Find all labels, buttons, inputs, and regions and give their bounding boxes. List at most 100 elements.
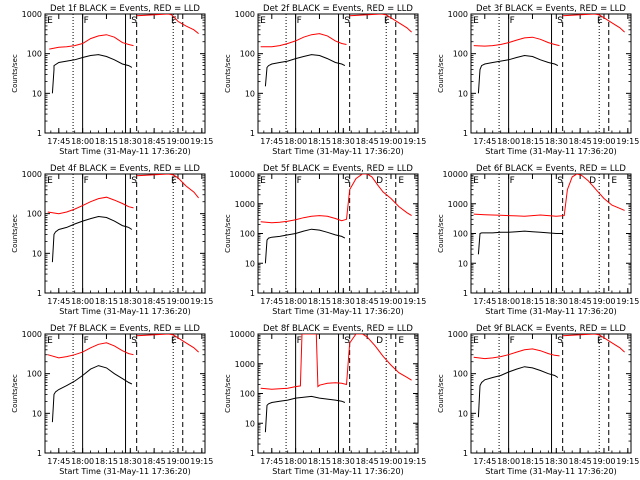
x-tick-label: 18:15 bbox=[308, 137, 331, 146]
x-tick-label: 18:30 bbox=[119, 457, 142, 466]
lld-series-line bbox=[260, 334, 412, 390]
lld-series-line bbox=[47, 174, 199, 215]
detector-panel-6: Det 6f BLACK = Events, RED = LLD 1 10 100 10… bbox=[437, 164, 639, 316]
panel-title: Det 3f BLACK = Events, RED = LLD bbox=[476, 4, 626, 14]
events-series-line bbox=[264, 395, 346, 433]
detector-panel-5: Det 5f BLACK = Events, RED = LLD 1 10 100 10… bbox=[224, 164, 426, 316]
panel-title: Det 1f BLACK = Events, RED = LLD bbox=[50, 4, 200, 14]
y-tick-label: 10 bbox=[245, 89, 255, 98]
y-tick-label: 10 bbox=[245, 259, 255, 268]
y-tick-label: 10 bbox=[32, 409, 42, 418]
panel-title: Det 2f BLACK = Events, RED = LLD bbox=[263, 4, 413, 14]
x-tick-label: 18:00 bbox=[284, 457, 307, 466]
x-axis-label: Start Time (31-May-11 17:36:20) bbox=[272, 147, 403, 156]
x-axis-label: Start Time (31-May-11 17:36:20) bbox=[272, 307, 403, 316]
x-tick-label: 18:15 bbox=[95, 297, 118, 306]
x-tick-label: 17:45 bbox=[473, 297, 496, 306]
event-flag: E bbox=[260, 16, 266, 26]
lld-series-line bbox=[473, 14, 625, 47]
event-flag: S bbox=[131, 16, 137, 26]
lld-series-line bbox=[473, 334, 625, 360]
event-flag: D bbox=[376, 176, 383, 186]
lld-series-line bbox=[473, 174, 625, 217]
x-tick-label: 19:00 bbox=[592, 137, 615, 146]
lld-series-line bbox=[260, 174, 412, 224]
y-tick-label: 100 bbox=[240, 230, 255, 239]
y-tick-label: 10000 bbox=[230, 330, 255, 339]
x-tick-label: 18:00 bbox=[284, 297, 307, 306]
panel-title: Det 4f BLACK = Events, RED = LLD bbox=[50, 164, 200, 174]
x-tick-label: 18:45 bbox=[569, 297, 592, 306]
event-flag: E bbox=[597, 16, 603, 26]
y-tick-label: 1 bbox=[37, 449, 42, 458]
y-tick-label: 100 bbox=[240, 390, 255, 399]
y-tick-label: 100 bbox=[453, 230, 468, 239]
x-tick-label: 17:45 bbox=[473, 137, 496, 146]
y-tick-label: 10 bbox=[32, 89, 42, 98]
x-tick-label: 17:45 bbox=[47, 137, 70, 146]
y-tick-label: 100 bbox=[27, 50, 42, 59]
x-tick-label: 18:00 bbox=[71, 297, 94, 306]
x-axis-label: Start Time (31-May-11 17:36:20) bbox=[485, 467, 616, 476]
y-tick-label: 1000 bbox=[448, 330, 468, 339]
x-axis-label: Start Time (31-May-11 17:36:20) bbox=[272, 467, 403, 476]
events-series-line bbox=[51, 215, 133, 263]
event-flag: S bbox=[557, 16, 563, 26]
y-tick-label: 1000 bbox=[22, 170, 42, 179]
x-tick-label: 19:15 bbox=[190, 297, 213, 306]
y-tick-label: 10 bbox=[458, 259, 468, 268]
x-tick-label: 17:45 bbox=[260, 297, 283, 306]
x-tick-label: 18:30 bbox=[332, 457, 355, 466]
y-tick-label: 10000 bbox=[230, 170, 255, 179]
plot-frame bbox=[44, 13, 206, 134]
event-flag: E bbox=[47, 176, 53, 186]
event-flag: S bbox=[344, 176, 350, 186]
x-tick-label: 17:45 bbox=[260, 137, 283, 146]
y-axis-label: Counts/sec bbox=[224, 374, 232, 413]
lld-series-line bbox=[260, 14, 412, 48]
event-flag: E bbox=[171, 176, 177, 186]
events-series-line bbox=[264, 228, 346, 264]
event-flag: S bbox=[344, 16, 350, 26]
plot-frame bbox=[44, 173, 206, 294]
x-tick-label: 18:30 bbox=[545, 297, 568, 306]
x-tick-label: 18:15 bbox=[521, 297, 544, 306]
detector-panel-8: Det 8f BLACK = Events, RED = LLD 1 10 100 10… bbox=[224, 324, 426, 476]
y-tick-label: 1 bbox=[250, 449, 255, 458]
lld-series-line bbox=[47, 334, 199, 359]
x-tick-label: 19:15 bbox=[403, 297, 426, 306]
x-tick-label: 18:15 bbox=[95, 457, 118, 466]
x-axis-label: Start Time (31-May-11 17:36:20) bbox=[59, 307, 190, 316]
panel-title: Det 8f BLACK = Events, RED = LLD bbox=[263, 324, 413, 334]
y-tick-label: 1000 bbox=[22, 330, 42, 339]
x-axis-label: Start Time (31-May-11 17:36:20) bbox=[59, 147, 190, 156]
event-flag: E bbox=[398, 336, 404, 346]
event-flag: F bbox=[297, 16, 302, 26]
event-flag: E bbox=[47, 336, 53, 346]
event-flag: F bbox=[297, 336, 302, 346]
y-tick-label: 1 bbox=[250, 289, 255, 298]
x-tick-label: 19:00 bbox=[379, 457, 402, 466]
y-tick-label: 1000 bbox=[235, 10, 255, 19]
event-flag: F bbox=[297, 176, 302, 186]
x-tick-label: 18:00 bbox=[497, 137, 520, 146]
y-tick-label: 1 bbox=[37, 289, 42, 298]
x-tick-label: 18:45 bbox=[356, 137, 379, 146]
event-flag: E bbox=[260, 176, 266, 186]
y-tick-label: 1 bbox=[463, 289, 468, 298]
y-tick-label: 1000 bbox=[235, 360, 255, 369]
y-tick-label: 100 bbox=[27, 370, 42, 379]
x-tick-label: 18:45 bbox=[143, 297, 166, 306]
detector-panel-9: Det 9f BLACK = Events, RED = LLD 1 10 100 10… bbox=[437, 324, 639, 476]
x-tick-label: 19:00 bbox=[592, 297, 615, 306]
event-flag: E bbox=[171, 336, 177, 346]
x-tick-label: 19:00 bbox=[379, 297, 402, 306]
events-series-line bbox=[51, 54, 133, 94]
event-flag: E bbox=[473, 336, 479, 346]
x-tick-label: 19:00 bbox=[379, 137, 402, 146]
x-tick-label: 18:15 bbox=[521, 457, 544, 466]
plot-frame bbox=[470, 13, 632, 134]
y-tick-label: 1 bbox=[250, 129, 255, 138]
x-tick-label: 19:15 bbox=[403, 137, 426, 146]
